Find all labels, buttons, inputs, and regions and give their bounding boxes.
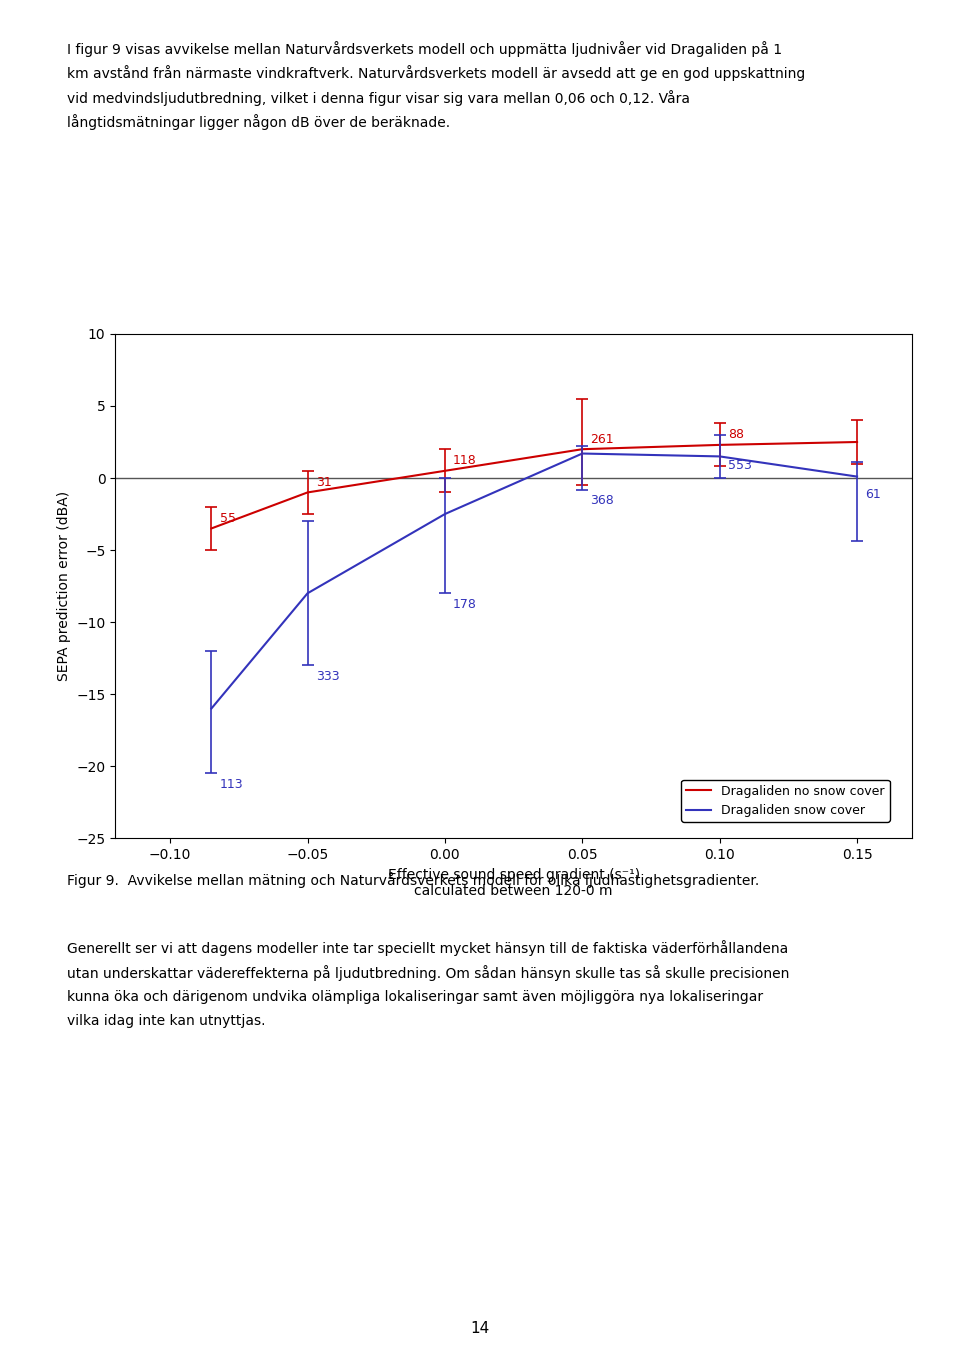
Text: 14: 14 (470, 1321, 490, 1336)
Text: kunna öka och därigenom undvika olämpliga lokaliseringar samt även möjliggöra ny: kunna öka och därigenom undvika olämplig… (67, 990, 763, 1003)
Text: 118: 118 (453, 454, 477, 468)
Text: 31: 31 (316, 476, 331, 489)
Text: 368: 368 (590, 493, 614, 507)
Text: 553: 553 (728, 459, 752, 473)
Y-axis label: SEPA prediction error (dBA): SEPA prediction error (dBA) (57, 491, 71, 682)
Text: km avstånd från närmaste vindkraftverk. Naturvårdsverkets modell är avsedd att g: km avstånd från närmaste vindkraftverk. … (67, 65, 805, 82)
Text: Figur 9.  Avvikelse mellan mätning och Naturvårdsverkets modell för olika ljudha: Figur 9. Avvikelse mellan mätning och Na… (67, 872, 759, 889)
Text: 55: 55 (220, 512, 235, 525)
Text: utan underskattar vädereffekterna på ljudutbredning. Om sådan hänsyn skulle tas : utan underskattar vädereffekterna på lju… (67, 965, 789, 981)
X-axis label: Effective sound speed gradient (s⁻¹)
calculated between 120-0 m: Effective sound speed gradient (s⁻¹) cal… (388, 867, 639, 898)
Text: 61: 61 (865, 488, 881, 502)
Legend: Dragaliden no snow cover, Dragaliden snow cover: Dragaliden no snow cover, Dragaliden sno… (682, 780, 890, 822)
Text: I figur 9 visas avvikelse mellan Naturvårdsverkets modell och uppmätta ljudnivåe: I figur 9 visas avvikelse mellan Naturvå… (67, 41, 782, 57)
Text: långtidsmätningar ligger någon dB över de beräknade.: långtidsmätningar ligger någon dB över d… (67, 114, 450, 131)
Text: Generellt ser vi att dagens modeller inte tar speciellt mycket hänsyn till de fa: Generellt ser vi att dagens modeller int… (67, 940, 788, 957)
Text: 261: 261 (590, 432, 614, 446)
Text: 88: 88 (728, 428, 744, 442)
Text: 178: 178 (453, 597, 477, 611)
Text: 113: 113 (220, 778, 243, 791)
Text: 333: 333 (316, 669, 340, 683)
Text: vid medvindsljudutbredning, vilket i denna figur visar sig vara mellan 0,06 och : vid medvindsljudutbredning, vilket i den… (67, 90, 690, 106)
Text: vilka idag inte kan utnyttjas.: vilka idag inte kan utnyttjas. (67, 1014, 266, 1028)
